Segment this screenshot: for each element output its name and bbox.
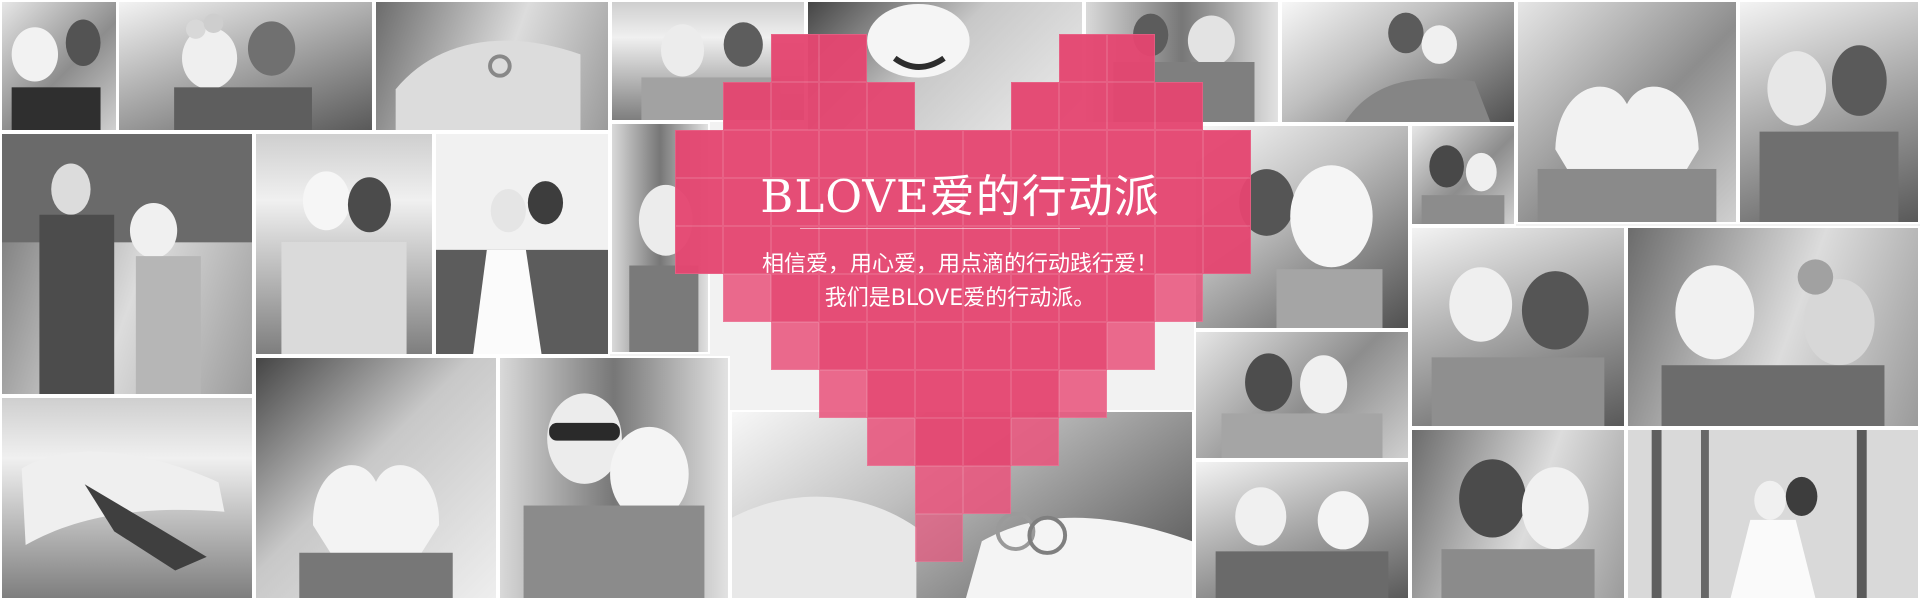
headline: BLOVE爱的行动派	[760, 170, 1160, 223]
photo-couple-running	[1280, 0, 1516, 124]
photo-glasses-couple	[498, 356, 730, 600]
photo-small-selfie-couple	[1410, 124, 1516, 226]
photo-ring-hand	[374, 0, 610, 132]
heart-cell	[819, 322, 867, 370]
photo-forest-wedding	[1626, 428, 1920, 600]
photo-lying-couple	[0, 396, 254, 600]
photo-bride-hug	[254, 132, 434, 356]
photo-whisper-couple	[1410, 226, 1626, 428]
heart-cell	[1059, 322, 1107, 370]
photo-heart-hands-bottom	[254, 356, 498, 600]
tagline-line-1: 相信爱，用心爱，用点滴的行动践行爱！	[761, 252, 1158, 277]
photo-beach-wedding	[434, 132, 610, 356]
headline-divider	[800, 228, 1080, 229]
photo-young-couple-bottom-right	[1194, 460, 1410, 600]
photo-flower-crown-couple	[117, 0, 374, 132]
photo-couple-cheek-kiss	[0, 0, 118, 132]
heart-cell	[963, 322, 1011, 370]
photo-couple-grass	[1084, 0, 1280, 124]
photo-smiling-woman-left-center	[610, 122, 710, 354]
photo-woman-and-glasses-man	[610, 0, 806, 122]
photo-couple-kiss-top-right	[1738, 0, 1920, 224]
heart-cell	[915, 322, 963, 370]
heart-cell	[1011, 322, 1059, 370]
tagline: 相信爱，用心爱，用点滴的行动践行爱！ 我们是BLOVE爱的行动派。	[675, 248, 1245, 316]
heart-cell	[1107, 322, 1155, 370]
photo-heart-hands-top	[1516, 0, 1738, 224]
heart-cell	[867, 322, 915, 370]
photo-library-couple	[0, 132, 254, 396]
photo-bride-groom-center-right	[1194, 330, 1410, 460]
photo-holding-hands-ring-box	[730, 410, 1194, 600]
heart-cell	[771, 322, 819, 370]
photo-smile-closeup-top	[806, 0, 1084, 132]
tagline-line-2: 我们是BLOVE爱的行动派。	[824, 286, 1096, 312]
photo-couple-with-flowers	[1626, 226, 1920, 428]
photo-forehead-kiss	[1410, 428, 1626, 600]
